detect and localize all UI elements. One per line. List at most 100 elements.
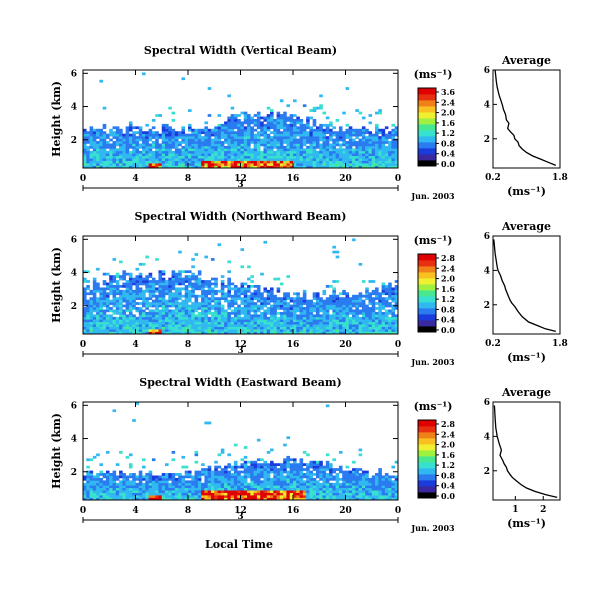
colorbar-segment [418, 160, 436, 167]
colorbar-segment [418, 94, 436, 101]
colorbar-segment [418, 426, 436, 433]
colorbar-segment [418, 88, 436, 95]
colorbar-tick-label: 2.0 [441, 108, 455, 118]
avg-y-tick-label: 2 [484, 301, 490, 311]
colorbar-segment [418, 254, 436, 261]
colorbar-segment [418, 284, 436, 291]
colorbar-tick-label: 1.2 [441, 128, 455, 138]
x-tick-label: 20 [339, 506, 352, 516]
colorbar-segment [418, 326, 436, 333]
colorbar-tick-label: 2.4 [441, 97, 455, 107]
colorbar-segment [418, 486, 436, 493]
colorbar-tick-label: 0.4 [441, 149, 455, 159]
colorbar-tick-label: 0.0 [441, 491, 455, 501]
panel-title: Spectral Width (Eastward Beam) [139, 376, 341, 389]
heatmap-cells [83, 72, 399, 169]
average-frame [492, 69, 561, 169]
colorbar-unit: (ms⁻¹) [414, 68, 453, 81]
colorbar-segment [418, 106, 436, 113]
avg-x-tick-label: 1.8 [552, 173, 568, 183]
colorbar-segment [418, 308, 436, 315]
panel-2: Spectral Width (Northward Beam) 6 4 2 Height… [50, 210, 568, 367]
avg-y-tick-label: 4 [484, 432, 490, 442]
colorbar-tick-label: 1.6 [441, 118, 455, 128]
colorbar-segment [418, 100, 436, 107]
x-tick-label: 8 [185, 174, 191, 184]
colorbar-segment [418, 112, 436, 119]
colorbar-unit: (ms⁻¹) [414, 234, 453, 247]
x-tick-label: 12 [234, 174, 247, 184]
colorbar-segment [418, 278, 436, 285]
day-label: 3 [237, 180, 243, 190]
avg-x-tick-label: 2 [540, 505, 546, 515]
avg-y-tick-label: 2 [484, 135, 490, 145]
y-axis-label: Height (km) [50, 247, 63, 323]
colorbar-tick-label: 0.8 [441, 304, 455, 314]
colorbar-tick-label: 1.2 [441, 460, 455, 470]
average-title: Average [501, 386, 551, 399]
heatmap-cells [83, 402, 399, 501]
colorbar-segment [418, 260, 436, 267]
x-tick-label: 16 [287, 340, 300, 350]
x-tick-label: 20 [339, 340, 352, 350]
colorbar-segment [418, 124, 436, 131]
colorbar-unit: (ms⁻¹) [414, 400, 453, 413]
avg-y-tick-label: 6 [484, 398, 490, 408]
colorbar-segment [418, 148, 436, 155]
average-profile-line [494, 69, 557, 167]
colorbar-tick-label: 1.6 [441, 450, 455, 460]
colorbar-segment [418, 290, 436, 297]
date-label: Jun. 2003 [410, 523, 455, 533]
avg-y-tick-label: 6 [484, 66, 490, 76]
avg-y-tick-label: 2 [484, 467, 490, 477]
avg-x-tick-label: 0.2 [485, 339, 501, 349]
day-label: 3 [237, 346, 243, 356]
colorbar-segment [418, 492, 436, 499]
colorbar-segment [418, 136, 436, 143]
colorbar-segment [418, 272, 436, 279]
colorbar-tick-label: 1.6 [441, 284, 455, 294]
avg-x-tick-label: 0.2 [485, 173, 501, 183]
average-xlabel: (ms⁻¹) [507, 517, 546, 530]
colorbar-segment [418, 142, 436, 149]
avg-x-tick-label: 1 [512, 505, 518, 515]
colorbar-segment [418, 320, 436, 327]
colorbar-segment [418, 462, 436, 469]
y-axis-label: Height (km) [50, 81, 63, 157]
colorbar-segment [418, 130, 436, 137]
colorbar-tick-label: 0.0 [441, 159, 455, 169]
colorbar-frame [417, 87, 437, 167]
colorbar-frame [417, 419, 437, 499]
colorbar-segment [418, 154, 436, 161]
average-frame [492, 235, 561, 335]
colorbar-frame [417, 253, 437, 333]
heatmap-cells [83, 238, 399, 335]
y-tick-label: 6 [71, 69, 77, 79]
colorbar-segment [418, 450, 436, 457]
avg-y-tick-label: 6 [484, 232, 490, 242]
x-tick-label: 16 [287, 174, 300, 184]
colorbar-segment [418, 438, 436, 445]
colorbar-segment [418, 302, 436, 309]
colorbar-tick-label: 0.8 [441, 138, 455, 148]
x-tick-label: 4 [132, 340, 138, 350]
avg-y-tick-label: 4 [484, 266, 490, 276]
x-tick-label: 4 [132, 174, 138, 184]
x-tick-label: 0 [395, 340, 401, 350]
colorbar-tick-label: 2.4 [441, 263, 455, 273]
colorbar-tick-label: 0.4 [441, 481, 455, 491]
colorbar-segment [418, 468, 436, 475]
x-tick-label: 12 [234, 340, 247, 350]
colorbar-segment [418, 456, 436, 463]
x-axis-label: Local Time [205, 538, 273, 551]
colorbar-segment [418, 432, 436, 439]
colorbar-tick-label: 3.6 [441, 87, 455, 97]
average-xlabel: (ms⁻¹) [507, 351, 546, 364]
x-tick-label: 8 [185, 340, 191, 350]
y-tick-label: 6 [71, 235, 77, 245]
colorbar-segment [418, 296, 436, 303]
panel-title: Spectral Width (Vertical Beam) [144, 44, 337, 57]
x-tick-label: 8 [185, 506, 191, 516]
x-tick-label: 0 [80, 506, 86, 516]
